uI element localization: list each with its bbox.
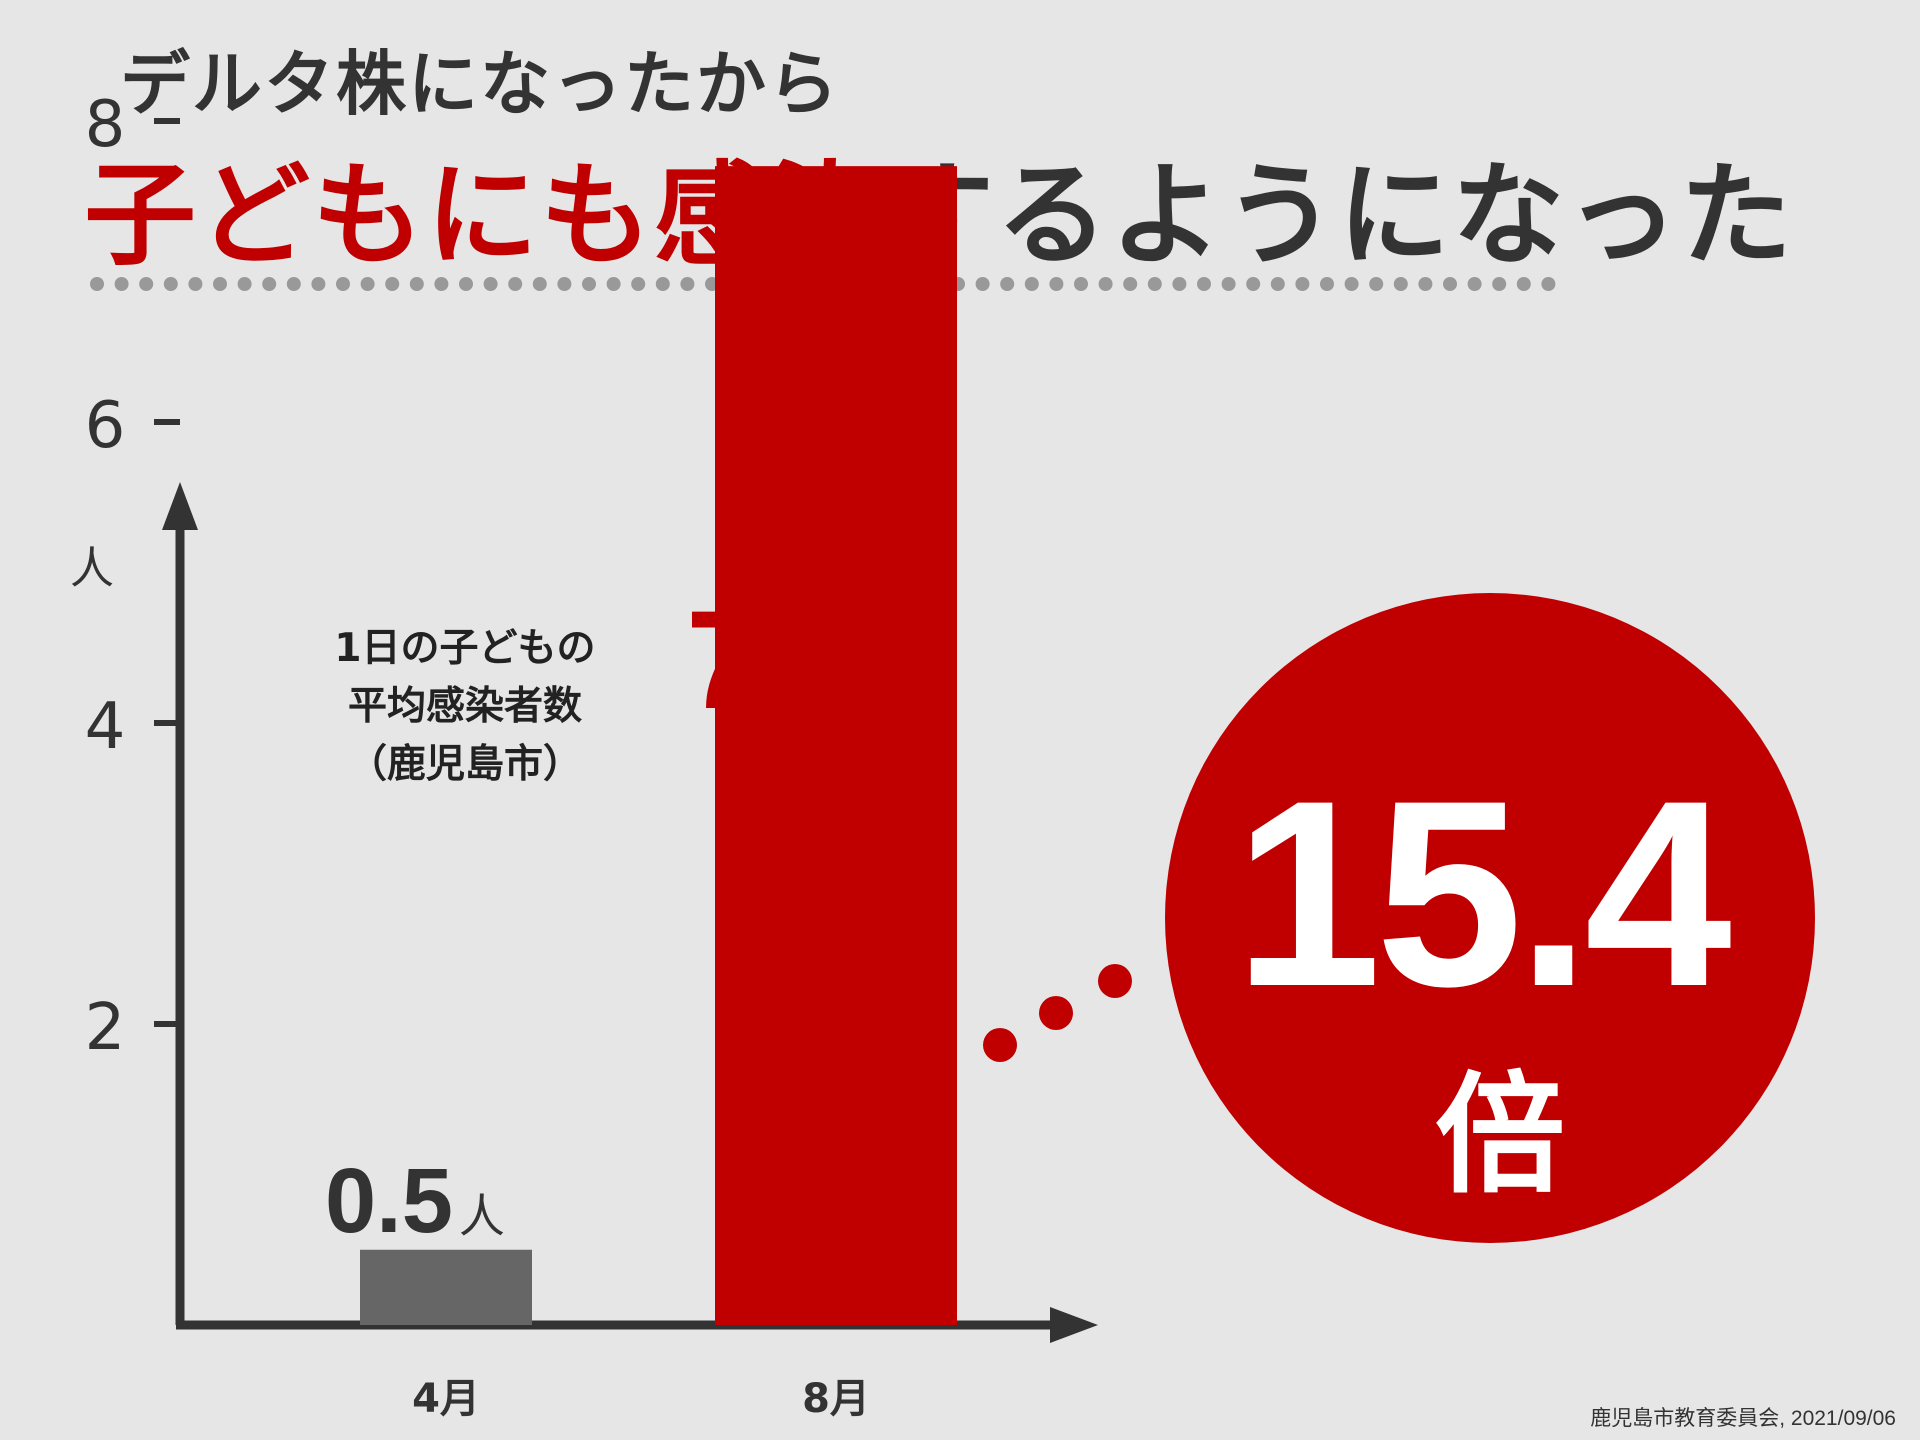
ratio-unit: 倍 [1435,1059,1565,1211]
divider-dot [1516,277,1531,291]
chart-description-line: 平均感染者数 [347,684,582,729]
divider-dot [1049,277,1064,291]
divider-dot [459,277,473,291]
divider-dot [360,277,375,291]
x-tick-label: 4月 [412,1376,480,1422]
y-tick-label: 8 [85,88,126,162]
divider-dot [188,277,203,291]
divider-dot [114,277,129,291]
divider-dot [1000,277,1015,291]
x-axis-arrow [1050,1307,1098,1343]
divider-dot [631,277,646,291]
divider-dot [262,277,277,291]
divider-dot [1541,277,1556,291]
divider-dot [139,277,154,291]
divider-dot [1172,277,1187,291]
divider-dot [1197,277,1211,291]
title-rest: するようになった [882,151,1794,281]
data-label-august: 7.7 人 [686,581,953,738]
divider-dot [90,277,104,291]
divider-dot [409,277,424,291]
divider-dot [286,277,301,291]
x-tick-label: 8月 [802,1376,870,1422]
divider-dot [532,277,547,291]
bars [360,166,957,1325]
divider-dot [1246,277,1261,291]
ratio-value: 15.4 [1234,746,1733,1042]
chart-description: 1日の子どもの 平均感染者数 （鹿児島市） [285,620,645,794]
chart-description-line: 1日の子どもの [334,626,596,671]
divider-dot [1467,277,1482,291]
ratio-circle [1165,593,1815,1243]
bar-2 [715,166,957,1325]
divider-dot [483,277,498,291]
chart-description-line: （鹿児島市） [347,742,582,787]
divider-dot [606,277,621,291]
divider-dot [582,277,596,291]
data-label-april: 0.5 人 [325,1150,505,1252]
divider-dot [1418,277,1433,291]
divider-dot [213,277,227,291]
divider-dot [1270,277,1285,291]
y-axis-label: 人 [70,543,114,594]
y-tick-label: 6 [85,389,126,463]
divider-dot [163,277,178,291]
divider-dot [1147,277,1162,291]
divider-dot [311,277,326,291]
divider-dot [1393,277,1408,291]
divider-dot [385,277,400,291]
divider-dot [557,277,572,291]
divider-dot [655,277,670,291]
data-labels: 0.5 人 7.7 人 [325,581,953,1252]
divider-dot [434,277,449,291]
divider-dot [1443,277,1457,291]
divider-dot [1098,277,1113,291]
divider-dot [1295,277,1310,291]
divider-dot [1024,277,1039,291]
divider-dot [1369,277,1384,291]
subtitle: デルタ株になったから [120,43,840,125]
y-tick-label: 4 [85,690,126,764]
connector-dot [1039,996,1073,1030]
divider-dot [1320,277,1334,291]
divider-dot [1123,277,1138,291]
divider-dot [680,277,695,291]
connector-dot [983,1028,1017,1062]
divider-dot [336,277,350,291]
divider-dot [975,277,990,291]
y-tick-label: 2 [85,991,126,1065]
divider-dot [1344,277,1359,291]
bar-1 [360,1249,532,1325]
divider-dot [508,277,523,291]
divider-dot [1221,277,1236,291]
source-note: 鹿児島市教育委員会, 2021/09/06 [1590,1407,1896,1430]
x-tick-labels: 4月 8月 [412,1376,870,1422]
divider-dot [237,277,252,291]
y-ticks: 2 4 6 8 [85,88,180,1065]
divider-dot [1074,277,1088,291]
divider-dot [1492,277,1507,291]
y-axis-arrow [162,482,198,530]
connector-dot [1098,964,1132,998]
